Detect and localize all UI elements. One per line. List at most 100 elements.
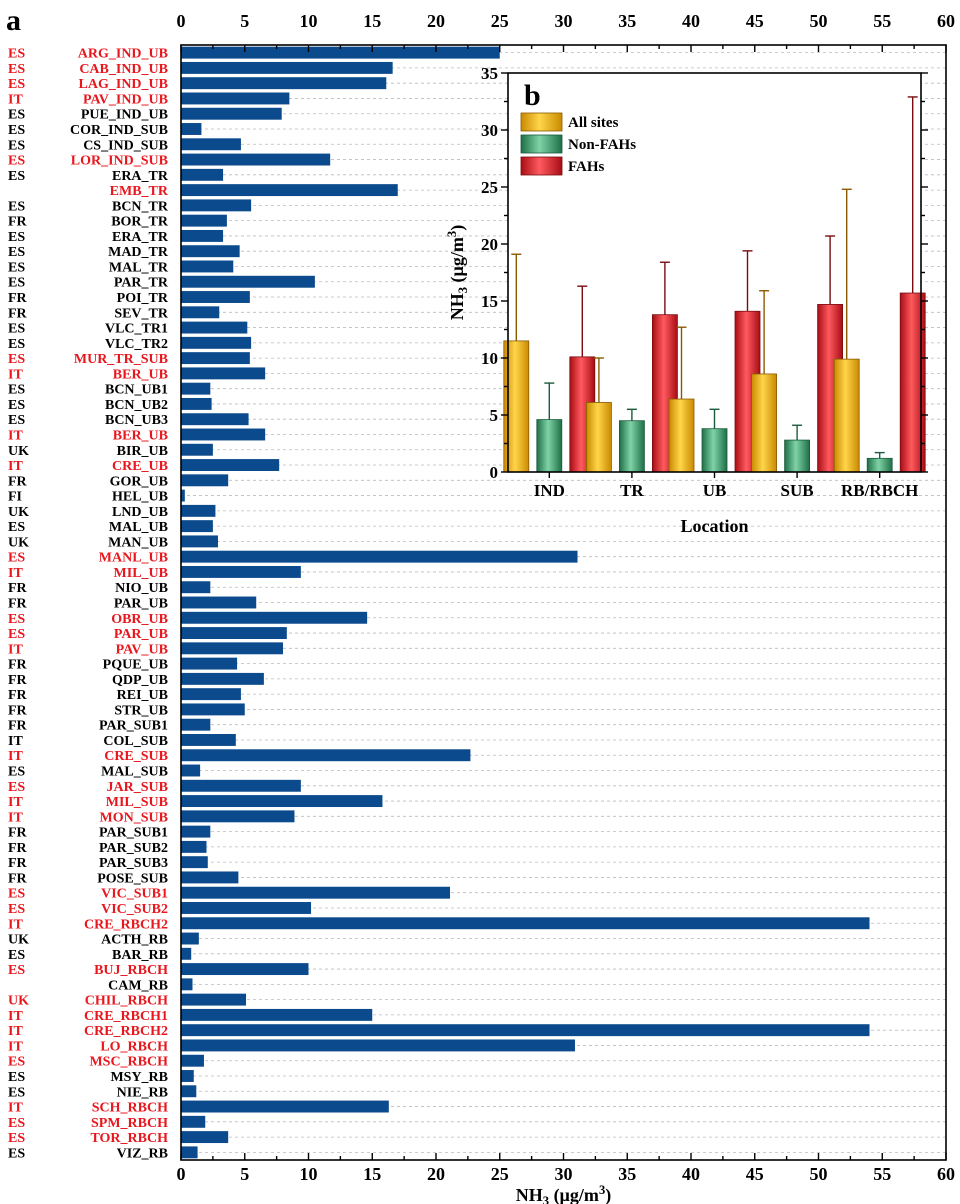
site-label: PAR_SUB1 xyxy=(99,719,168,734)
x-tick-label-bottom: 55 xyxy=(873,1164,891,1184)
legend-swatch xyxy=(520,112,563,132)
country-label: UK xyxy=(8,535,29,550)
country-label: ES xyxy=(8,902,25,917)
site-label: CAM_RB xyxy=(108,978,168,993)
site-label: BCN_UB2 xyxy=(105,398,168,413)
country-label: ES xyxy=(8,627,25,642)
legend-swatch xyxy=(520,134,563,154)
bar-cor_ind_sub xyxy=(181,123,202,135)
site-label: BUJ_RBCH xyxy=(94,963,168,978)
country-label: IT xyxy=(8,1039,23,1054)
bar-mil_ub xyxy=(181,565,301,578)
site-label: CRE_RBCH2 xyxy=(84,917,168,932)
bar-pav_ub xyxy=(181,642,283,655)
legend-label: All sites xyxy=(568,115,619,131)
bar-par_sub1 xyxy=(181,718,211,731)
bar-ub-non-fahs xyxy=(701,428,728,473)
x-tick-label-bottom: 50 xyxy=(810,1164,828,1184)
site-label: OBR_UB xyxy=(111,612,168,627)
site-label: PAR_SUB3 xyxy=(99,856,168,871)
bar-cre_sub xyxy=(181,749,471,762)
bar-bcn_ub1 xyxy=(181,382,211,395)
site-label: NIO_UB xyxy=(115,581,168,596)
site-label: ERA_TR xyxy=(112,230,169,245)
country-label: IT xyxy=(8,917,23,932)
country-label: ES xyxy=(8,765,25,780)
bar-vic_sub2 xyxy=(181,902,312,914)
site-label: MAD_TR xyxy=(108,245,169,260)
bar-mal_ub xyxy=(181,520,213,533)
bar-rei_ub xyxy=(181,688,241,701)
country-label: ES xyxy=(8,398,25,413)
site-label: CRE_RBCH2 xyxy=(84,1024,168,1039)
bar-par_sub2 xyxy=(181,840,207,853)
bar-cre_rbch1 xyxy=(181,1008,373,1021)
country-label: IT xyxy=(8,642,23,657)
bar-cam_rb xyxy=(181,978,193,991)
site-label: CRE_SUB xyxy=(104,749,168,764)
bar-mal_tr xyxy=(181,260,234,273)
site-label: PAR_UB xyxy=(114,627,168,642)
bar-par_tr xyxy=(181,275,315,288)
country-label: UK xyxy=(8,933,29,948)
country-label: ES xyxy=(8,1131,25,1146)
country-label: FR xyxy=(8,871,28,886)
x-tick-label-top: 25 xyxy=(491,11,509,31)
country-label: ES xyxy=(8,520,25,535)
bar-buj_rbch xyxy=(181,963,309,976)
bar-pque_ub xyxy=(181,657,238,670)
country-label: IT xyxy=(8,428,23,443)
bar-emb_tr xyxy=(181,184,398,197)
panel-label-b: b xyxy=(524,79,541,112)
panel-label-a: a xyxy=(6,4,21,37)
country-label: FR xyxy=(8,581,28,596)
x-tick-label-top: 40 xyxy=(682,11,700,31)
bar-mon_sub xyxy=(181,810,295,823)
country-label: ES xyxy=(8,245,25,260)
bar-bcn_ub2 xyxy=(181,397,212,410)
y-tick-label-b: 35 xyxy=(481,64,498,83)
bar-msc_rbch xyxy=(181,1054,204,1067)
bar-lnd_ub xyxy=(181,504,216,517)
bar-obr_ub xyxy=(181,611,368,624)
site-label: PAR_UB xyxy=(114,597,168,612)
bar-lag_ind_ub xyxy=(181,77,387,90)
x-tick-label-bottom: 5 xyxy=(240,1164,249,1184)
site-label: PAV_UB xyxy=(116,642,168,657)
site-label: MUR_TR_SUB xyxy=(74,352,168,367)
site-label: PUE_IND_UB xyxy=(81,108,168,123)
bar-par_ub xyxy=(181,596,257,609)
bar-mil_sub xyxy=(181,795,383,808)
country-label: IT xyxy=(8,734,23,749)
country-label: ES xyxy=(8,260,25,275)
site-label: BER_UB xyxy=(113,428,168,443)
bar-cre_rbch2 xyxy=(181,917,870,930)
site-label: ACTH_RB xyxy=(101,933,168,948)
bar-par_sub1 xyxy=(181,825,211,838)
country-label: ES xyxy=(8,413,25,428)
site-label: LND_UB xyxy=(112,505,168,520)
bar-era_tr xyxy=(181,229,224,242)
site-label: BCN_TR xyxy=(112,199,169,214)
bar-bcn_tr xyxy=(181,199,252,212)
site-label: MAL_UB xyxy=(109,520,168,535)
site-label: ARG_IND_UB xyxy=(78,47,168,62)
site-label: SPM_RBCH xyxy=(91,1116,168,1131)
site-label: CHIL_RBCH xyxy=(85,994,168,1009)
bar-acth_rb xyxy=(181,932,199,945)
bar-sev_tr xyxy=(181,306,220,319)
site-label: HEL_UB xyxy=(112,490,168,505)
site-label: MSY_RB xyxy=(110,1070,168,1085)
bar-tr-non-fahs xyxy=(619,420,645,473)
country-label: ES xyxy=(8,1146,25,1161)
y-axis-title-b: NH3 (µg/m3) xyxy=(445,225,470,320)
site-label: MIL_UB xyxy=(114,566,168,581)
country-label: UK xyxy=(8,994,29,1009)
bar-bcn_ub3 xyxy=(181,413,249,426)
bar-par_sub3 xyxy=(181,856,208,869)
x-tick-label-top: 45 xyxy=(746,11,764,31)
country-label: FR xyxy=(8,841,28,856)
site-label: TOR_RBCH xyxy=(90,1131,168,1146)
panel-b-inset-bar-chart: IND TR UB SUB RB/RBCH 0 5 10 15 20 25 30 35 b All site… xyxy=(445,64,928,536)
site-label: CRE_UB xyxy=(112,459,168,474)
